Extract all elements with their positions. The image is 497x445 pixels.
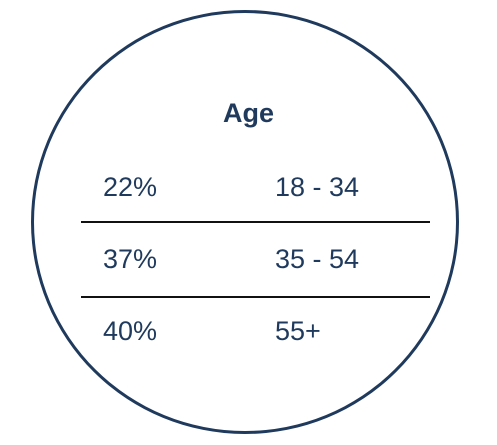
age-row-1-range: 18 - 34: [275, 172, 360, 202]
age-row-1-percent: 22%: [103, 172, 158, 202]
age-row-3-percent: 40%: [103, 316, 158, 346]
age-row-2: 37% 35 - 54: [0, 239, 497, 279]
age-row-1: 22% 18 - 34: [0, 167, 497, 207]
age-title: Age: [222, 98, 274, 128]
age-row-3: 40% 55+: [0, 311, 497, 351]
row-divider-2: [81, 296, 430, 298]
age-row-2-range: 35 - 54: [275, 244, 360, 274]
age-row-3-range: 55+: [275, 316, 321, 346]
row-divider-1: [81, 221, 430, 223]
circle-outline: [31, 10, 459, 434]
age-row-2-percent: 37%: [103, 244, 158, 274]
